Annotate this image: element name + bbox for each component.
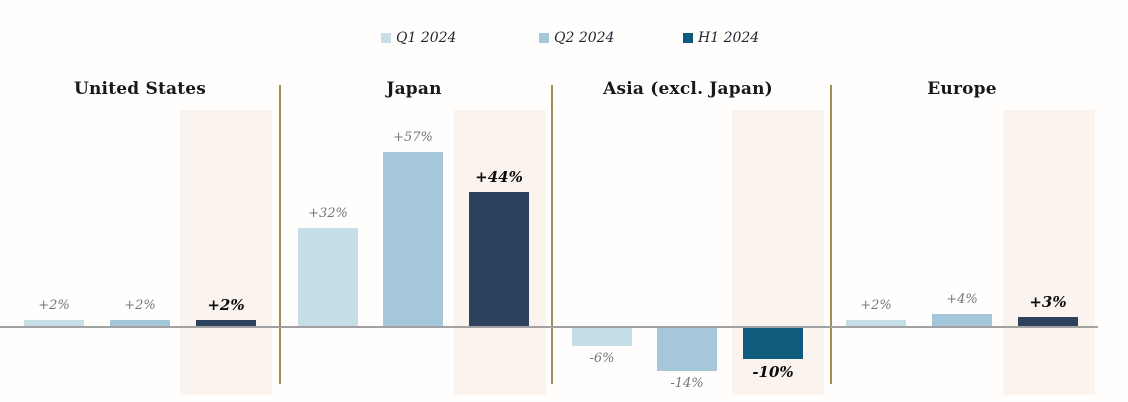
bar-h1-2024-japan [469,191,529,326]
bar-label-q1-2024-japan: +32% [308,206,348,222]
legend-item-q2-2024: Q2 2024 [539,30,614,46]
group-divider [830,85,832,384]
bar-label-q1-2024-europe: +2% [860,297,892,313]
bar-h1-2024-europe [1018,316,1078,326]
group-header-asia-excl-japan: Asia (excl. Japan) [603,79,773,99]
group-header-europe: Europe [927,79,997,99]
bar-h1-2024-asia-excl-japan [743,328,803,359]
bar-label-h1-2024-japan: +44% [475,167,523,186]
bar-label-q2-2024-united-states: +2% [124,297,156,313]
bar-q1-2024-united-states [24,319,84,326]
legend-swatch-icon [683,33,693,43]
bar-h1-2024-united-states [196,319,256,326]
bar-label-h1-2024-europe: +3% [1029,292,1067,311]
bar-q2-2024-united-states [110,319,170,326]
legend-swatch-icon [539,33,549,43]
h1-highlight-band-united-states [180,110,272,395]
bar-label-h1-2024-united-states: +2% [207,295,245,314]
bar-label-q2-2024-europe: +4% [946,291,978,307]
bar-label-q2-2024-japan: +57% [393,130,433,146]
group-divider [551,85,553,384]
legend-item-q1-2024: Q1 2024 [381,30,456,46]
zero-axis-line [0,326,1098,328]
bar-q1-2024-europe [846,319,906,326]
bar-label-h1-2024-asia-excl-japan: -10% [752,362,794,381]
group-header-japan: Japan [386,79,442,99]
group-header-united-states: United States [73,79,207,99]
legend-swatch-icon [381,33,391,43]
legend-label: H1 2024 [698,30,760,46]
bar-label-q1-2024-united-states: +2% [38,297,70,313]
bar-q1-2024-asia-excl-japan [572,328,632,347]
group-divider [279,85,281,384]
bar-q2-2024-japan [383,152,443,326]
legend-label: Q1 2024 [396,30,457,46]
bar-q1-2024-japan [298,228,358,326]
bar-q2-2024-europe [932,313,992,326]
h1-highlight-band-europe [1003,110,1095,395]
bar-label-q2-2024-asia-excl-japan: -14% [670,375,704,391]
legend-item-h1-2024: H1 2024 [683,30,759,46]
bar-label-q1-2024-asia-excl-japan: -6% [589,351,615,367]
bar-q2-2024-asia-excl-japan [657,328,717,371]
legend-label: Q2 2024 [554,30,615,46]
